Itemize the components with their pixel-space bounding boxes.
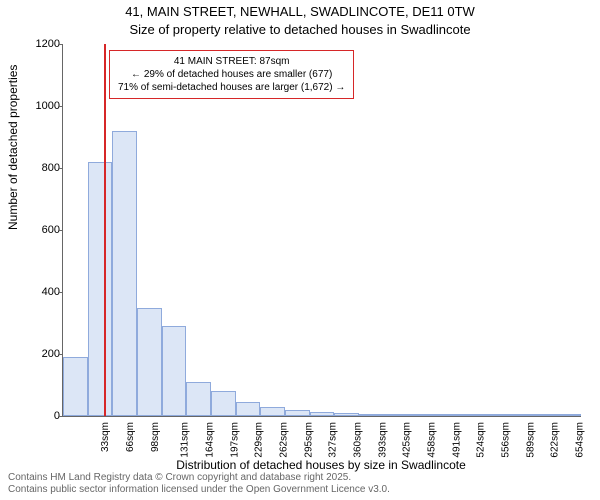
annotation-line1: 41 MAIN STREET: 87sqm (118, 55, 345, 68)
chart-footer: Contains HM Land Registry data © Crown c… (8, 472, 390, 496)
x-tick-label: 360sqm (353, 422, 364, 458)
histogram-bar (482, 414, 507, 416)
x-tick-label: 33sqm (100, 422, 111, 452)
annotation-line2: ← 29% of detached houses are smaller (67… (118, 68, 345, 81)
histogram-bar (334, 413, 359, 416)
x-tick-label: 262sqm (279, 422, 290, 458)
histogram-bar (285, 410, 310, 416)
histogram-bar (310, 412, 335, 416)
footer-line1: Contains HM Land Registry data © Crown c… (8, 472, 390, 484)
x-tick-label: 491sqm (451, 422, 462, 458)
x-tick-label: 131sqm (180, 422, 191, 458)
x-tick-label: 458sqm (427, 422, 438, 458)
histogram-bar (162, 326, 187, 416)
histogram-bar (458, 414, 483, 416)
y-tick-label: 1200 (20, 38, 60, 50)
chart-title-line2: Size of property relative to detached ho… (0, 22, 600, 37)
histogram-bar (408, 414, 433, 416)
histogram-chart: 41, MAIN STREET, NEWHALL, SWADLINCOTE, D… (0, 0, 600, 500)
histogram-bar (186, 382, 211, 416)
x-tick-label: 654sqm (575, 422, 586, 458)
histogram-bar (88, 162, 113, 416)
x-tick-label: 556sqm (501, 422, 512, 458)
histogram-bar (433, 414, 458, 416)
histogram-bar (211, 391, 236, 416)
x-tick-label: 589sqm (525, 422, 536, 458)
y-tick-label: 600 (20, 224, 60, 236)
x-tick-label: 295sqm (303, 422, 314, 458)
histogram-bar (507, 414, 532, 416)
x-tick-label: 98sqm (150, 422, 161, 452)
histogram-bar (556, 414, 581, 416)
x-tick-label: 229sqm (254, 422, 265, 458)
y-tick-label: 200 (20, 348, 60, 360)
histogram-bar (260, 407, 285, 416)
histogram-bar (137, 308, 162, 417)
histogram-bar (384, 414, 409, 416)
x-tick-label: 327sqm (328, 422, 339, 458)
x-tick-label: 197sqm (229, 422, 240, 458)
annotation-line3: 71% of semi-detached houses are larger (… (118, 81, 345, 94)
histogram-bar (112, 131, 137, 416)
plot-area: 41 MAIN STREET: 87sqm ← 29% of detached … (62, 44, 581, 417)
histogram-bar (359, 414, 384, 416)
y-tick-label: 0 (20, 410, 60, 422)
histogram-bar (532, 414, 557, 416)
y-tick-label: 1000 (20, 100, 60, 112)
x-tick-label: 425sqm (402, 422, 413, 458)
footer-line2: Contains public sector information licen… (8, 484, 390, 496)
x-tick-label: 622sqm (550, 422, 561, 458)
x-tick-label: 66sqm (125, 422, 136, 452)
x-tick-label: 164sqm (205, 422, 216, 458)
y-axis-label: Number of detached properties (6, 65, 20, 230)
chart-title-line1: 41, MAIN STREET, NEWHALL, SWADLINCOTE, D… (0, 4, 600, 19)
x-tick-label: 393sqm (377, 422, 388, 458)
y-tick-label: 400 (20, 286, 60, 298)
property-marker-line (104, 44, 106, 416)
y-tick-label: 800 (20, 162, 60, 174)
annotation-box: 41 MAIN STREET: 87sqm ← 29% of detached … (109, 50, 354, 99)
histogram-bar (63, 357, 88, 416)
histogram-bar (236, 402, 261, 416)
x-tick-label: 524sqm (476, 422, 487, 458)
x-axis-label: Distribution of detached houses by size … (62, 458, 580, 472)
